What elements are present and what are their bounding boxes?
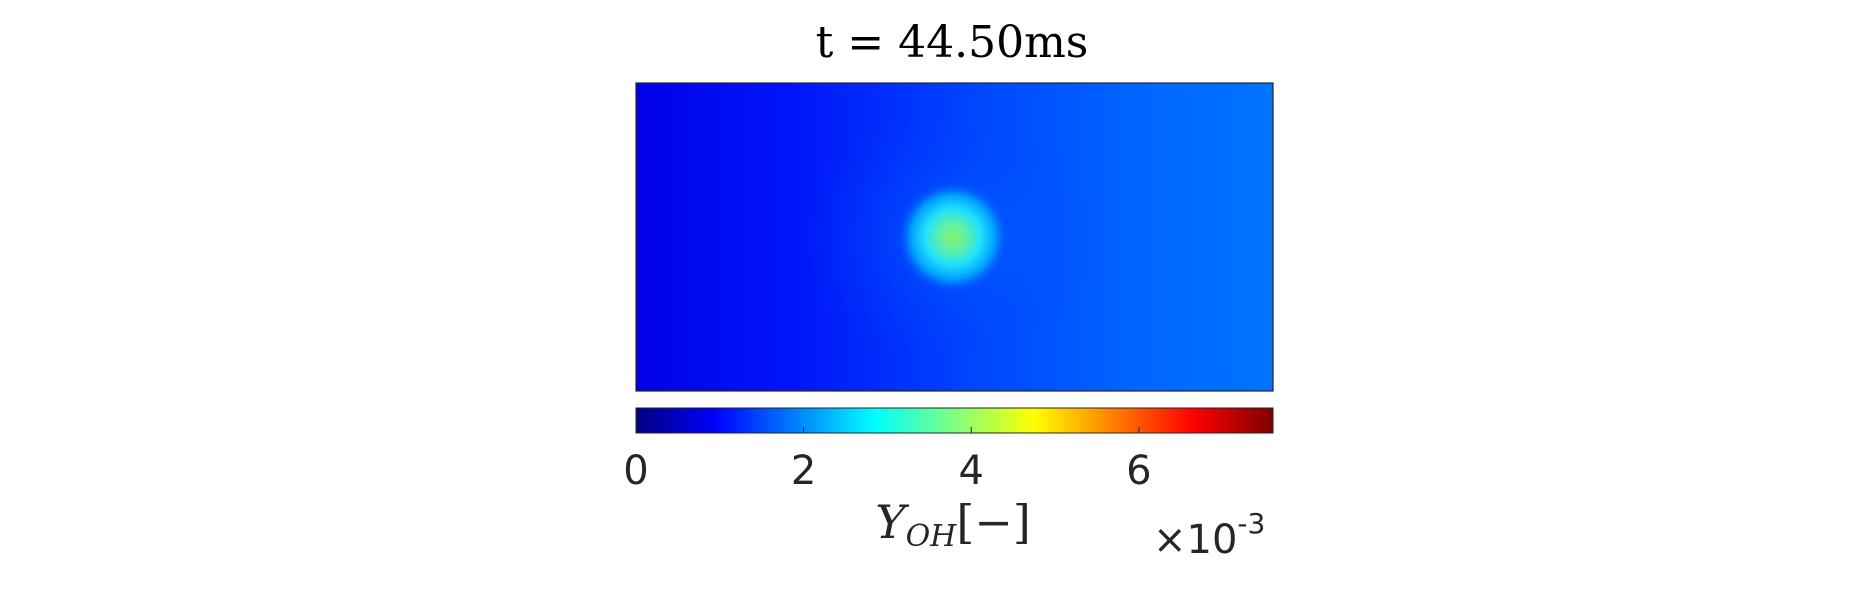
colorbar-ticks: 0 2 4 6 <box>623 427 1152 494</box>
chart-title: t = 44.50ms <box>816 17 1089 68</box>
colorbar-label: YOH[−] <box>875 495 1031 554</box>
colorbar-label-subscript: OH <box>906 519 958 554</box>
colorbar-tick-label: 6 <box>1126 448 1151 494</box>
colorbar-label-symbol: Y <box>875 495 910 549</box>
colorbar: 0 2 4 6 YOH[−] ×10-3 <box>623 407 1274 563</box>
multiplier-exponent: -3 <box>1237 507 1265 540</box>
colorbar-tick-label: 2 <box>791 448 816 494</box>
colorbar-multiplier: ×10-3 <box>1153 507 1265 563</box>
multiplier-prefix: ×10 <box>1153 517 1237 563</box>
colorbar-gradient <box>635 407 1274 434</box>
colorbar-tick-label: 4 <box>959 448 984 494</box>
colorbar-tick-label: 0 <box>623 448 648 494</box>
heatmap-hotspot <box>897 181 1009 293</box>
colorbar-label-units: [−] <box>956 495 1030 549</box>
heatmap-plot <box>635 82 1274 392</box>
heatmap-frame <box>635 82 1274 392</box>
